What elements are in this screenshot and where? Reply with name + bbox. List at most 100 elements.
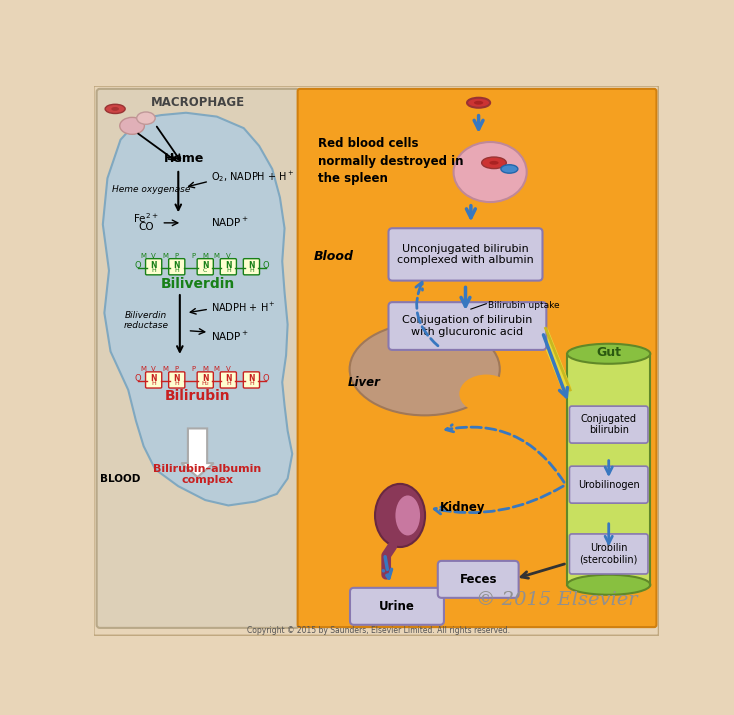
Text: CO: CO: [138, 222, 153, 232]
Ellipse shape: [467, 98, 490, 108]
Text: Urobilin
(stercobilin): Urobilin (stercobilin): [580, 543, 638, 565]
Text: Biliverdin
reductase: Biliverdin reductase: [123, 311, 168, 330]
Text: N: N: [225, 374, 232, 383]
FancyBboxPatch shape: [388, 302, 546, 350]
Text: H: H: [226, 381, 230, 386]
FancyBboxPatch shape: [570, 534, 648, 574]
Text: N: N: [248, 374, 255, 383]
Text: N: N: [150, 374, 157, 383]
Text: Copyright © 2015 by Saunders, Elsevier Limited. All rights reserved.: Copyright © 2015 by Saunders, Elsevier L…: [247, 626, 510, 635]
Ellipse shape: [567, 344, 650, 364]
Text: M: M: [203, 366, 208, 373]
Text: NADPH + H$^+$: NADPH + H$^+$: [211, 301, 275, 314]
FancyBboxPatch shape: [437, 561, 519, 598]
Text: N: N: [173, 261, 180, 270]
Text: Heme: Heme: [164, 152, 205, 165]
Text: M: M: [141, 253, 147, 259]
Ellipse shape: [349, 323, 500, 415]
Text: V: V: [226, 366, 230, 373]
FancyBboxPatch shape: [220, 259, 236, 275]
Ellipse shape: [567, 575, 650, 595]
Text: Bilirubin uptake: Bilirubin uptake: [488, 301, 559, 310]
FancyBboxPatch shape: [570, 466, 648, 503]
FancyBboxPatch shape: [169, 259, 185, 275]
Text: O: O: [263, 374, 269, 383]
FancyBboxPatch shape: [350, 588, 444, 625]
Text: © 2015 Elsevier: © 2015 Elsevier: [476, 591, 638, 609]
Text: O$_2$, NADPH + H$^+$: O$_2$, NADPH + H$^+$: [211, 169, 294, 184]
Ellipse shape: [454, 142, 527, 202]
Text: M: M: [214, 366, 219, 373]
Text: M: M: [214, 253, 219, 259]
Ellipse shape: [482, 157, 506, 169]
Ellipse shape: [501, 164, 518, 173]
Text: H: H: [249, 381, 254, 386]
Text: M: M: [203, 253, 208, 259]
FancyBboxPatch shape: [97, 89, 299, 628]
FancyBboxPatch shape: [145, 372, 161, 388]
Text: O: O: [135, 374, 142, 383]
FancyBboxPatch shape: [220, 372, 236, 388]
Ellipse shape: [474, 101, 483, 104]
Text: N: N: [225, 261, 232, 270]
Text: V: V: [151, 366, 156, 373]
Text: Feces: Feces: [459, 573, 498, 586]
Text: H: H: [151, 268, 156, 273]
Text: Heme oxygenase: Heme oxygenase: [112, 185, 191, 194]
Text: Gut: Gut: [596, 346, 621, 359]
Text: M: M: [162, 253, 168, 259]
Text: M: M: [162, 366, 168, 373]
Ellipse shape: [459, 375, 513, 413]
Ellipse shape: [396, 495, 420, 536]
Text: Urine: Urine: [379, 600, 415, 613]
Text: Conjugated
bilirubin: Conjugated bilirubin: [581, 414, 636, 435]
Text: N: N: [202, 261, 208, 270]
FancyBboxPatch shape: [244, 259, 260, 275]
Ellipse shape: [120, 117, 145, 134]
Text: Kidney: Kidney: [440, 501, 486, 514]
FancyBboxPatch shape: [197, 259, 214, 275]
Text: P: P: [175, 253, 179, 259]
FancyBboxPatch shape: [388, 228, 542, 280]
Text: V: V: [226, 253, 230, 259]
Text: C: C: [203, 268, 208, 273]
FancyBboxPatch shape: [570, 406, 648, 443]
Text: BLOOD: BLOOD: [101, 473, 141, 483]
Text: H: H: [249, 268, 254, 273]
Text: H: H: [175, 381, 179, 386]
Text: Blood: Blood: [314, 250, 354, 263]
Ellipse shape: [375, 484, 425, 547]
Text: H: H: [226, 268, 230, 273]
Text: Red blood cells
normally destroyed in
the spleen: Red blood cells normally destroyed in th…: [319, 137, 464, 185]
FancyArrow shape: [181, 428, 214, 477]
Text: Urobilinogen: Urobilinogen: [578, 480, 639, 490]
FancyBboxPatch shape: [567, 354, 650, 585]
Polygon shape: [103, 113, 292, 506]
Text: Bilirubin–albumin
complex: Bilirubin–albumin complex: [153, 464, 261, 485]
Text: N: N: [202, 374, 208, 383]
Text: Bilirubin: Bilirubin: [164, 389, 230, 403]
Text: Conjugation of bilirubin
with glucuronic acid: Conjugation of bilirubin with glucuronic…: [402, 315, 533, 337]
FancyBboxPatch shape: [197, 372, 214, 388]
Text: Biliverdin: Biliverdin: [161, 277, 235, 292]
Text: MACROPHAGE: MACROPHAGE: [150, 97, 244, 109]
Text: Fe$^{2+}$: Fe$^{2+}$: [133, 212, 159, 225]
Text: H: H: [175, 268, 179, 273]
Text: M: M: [141, 366, 147, 373]
Text: N: N: [248, 261, 255, 270]
Ellipse shape: [105, 104, 126, 114]
Text: H$_2$: H$_2$: [200, 380, 210, 388]
Text: N: N: [150, 261, 157, 270]
FancyBboxPatch shape: [297, 89, 656, 627]
Text: N: N: [173, 374, 180, 383]
Text: NADP$^+$: NADP$^+$: [211, 330, 249, 342]
FancyBboxPatch shape: [169, 372, 185, 388]
Ellipse shape: [112, 107, 119, 111]
Text: O: O: [263, 261, 269, 270]
Text: NADP$^+$: NADP$^+$: [211, 217, 249, 230]
Text: V: V: [151, 253, 156, 259]
Text: Liver: Liver: [348, 376, 381, 389]
Text: Unconjugated bilirubin
complexed with albumin: Unconjugated bilirubin complexed with al…: [397, 244, 534, 265]
Ellipse shape: [490, 161, 498, 164]
Text: O: O: [135, 261, 142, 270]
